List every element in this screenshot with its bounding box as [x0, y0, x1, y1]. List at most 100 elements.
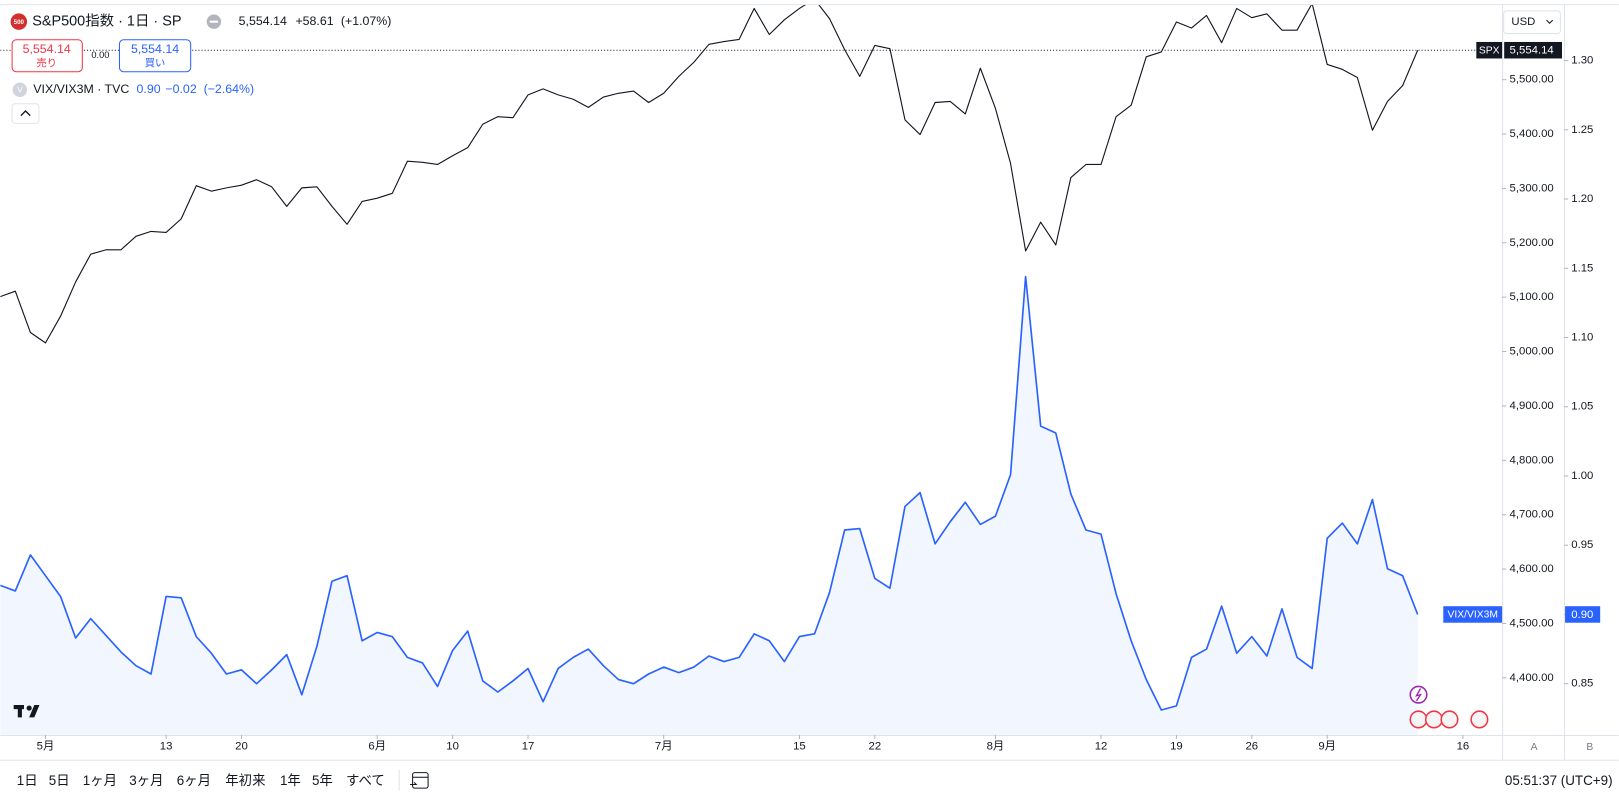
buy-button[interactable]	[118, 39, 192, 73]
buy-label: 買い	[145, 58, 166, 70]
clock[interactable]: 05:51:37 (UTC+9)	[1505, 773, 1613, 788]
x-tick-label: 12	[1095, 740, 1108, 752]
y2-tick-label: 0.85	[1571, 678, 1593, 690]
x-tick-label: 9月	[1318, 740, 1336, 752]
x-tick-label: 15	[793, 740, 806, 752]
y2-tick-label: 1.15	[1571, 262, 1593, 274]
flag-icon[interactable]	[1470, 710, 1489, 729]
x-tick-label: 13	[160, 740, 173, 752]
last-value-badge	[1565, 606, 1601, 623]
study-icon-text: V	[17, 85, 23, 94]
y-tick-label: 5,300.00	[1510, 182, 1554, 194]
y2-tick-label: 1.20	[1571, 193, 1593, 205]
logo-part	[29, 705, 40, 718]
x-tick-label: 8月	[987, 740, 1005, 752]
price-change-pct: (+1.07%)	[341, 14, 392, 28]
currency-button[interactable]	[1503, 10, 1561, 35]
sell-label: 売り	[36, 57, 57, 70]
flag-icon[interactable]	[1440, 710, 1459, 729]
price-change: +58.61	[295, 14, 333, 28]
y2-tick-label: 1.25	[1571, 124, 1593, 136]
x-tick-label: 6月	[368, 740, 386, 752]
y-tick-label: 5,200.00	[1510, 237, 1554, 249]
collapse-button[interactable]	[11, 103, 40, 124]
event-icon-bolt	[1415, 688, 1423, 702]
series-name-badge	[1443, 606, 1503, 623]
series-name-label: SPX	[1479, 45, 1500, 56]
series-line	[0, 5, 1419, 344]
last-value-label: 0.90	[1571, 609, 1593, 621]
y2-tick-label: 0.95	[1571, 539, 1593, 551]
flag-icon[interactable]	[1409, 710, 1428, 729]
range-button[interactable]: 1日	[17, 773, 38, 788]
calendar-icon	[412, 772, 429, 789]
range-button[interactable]: 年初来	[225, 773, 265, 788]
y-tick-label: 5,400.00	[1510, 128, 1554, 140]
y-tick-label: 4,700.00	[1510, 509, 1554, 521]
study-title[interactable]: VIX/VIX3M · TVC	[33, 82, 129, 96]
economic-events[interactable]	[1409, 710, 1489, 729]
study-change: −0.02	[165, 82, 196, 96]
y-tick-label: 4,400.00	[1510, 672, 1554, 684]
area-fill	[0, 276, 1418, 735]
range-button[interactable]: すべて	[346, 773, 385, 788]
study-change-pct: (−2.64%)	[204, 82, 255, 96]
y-tick-label: 4,900.00	[1510, 400, 1554, 412]
scale-button[interactable]: B	[1586, 742, 1593, 753]
logo-part	[26, 705, 32, 711]
y-tick-label: 4,500.00	[1510, 617, 1554, 629]
currency-chevron	[1546, 19, 1554, 24]
y-tick-label: 4,600.00	[1510, 563, 1554, 575]
last-value-label: 5,554.14	[1510, 45, 1554, 57]
currency-label: USD	[1511, 16, 1535, 28]
x-tick-label: 22	[869, 740, 882, 752]
range-button[interactable]: 3ヶ月	[129, 773, 163, 788]
x-tick-label: 20	[235, 740, 248, 752]
range-button[interactable]: 1年	[280, 773, 301, 788]
flag-icon[interactable]	[1424, 710, 1444, 729]
y2-tick-label: 1.00	[1571, 470, 1593, 482]
calendar-arrow	[410, 782, 418, 786]
logo-part	[17, 705, 22, 718]
last-value-badge	[1504, 41, 1562, 59]
y2-tick-label: 1.30	[1571, 55, 1593, 67]
symbol-icon	[10, 13, 28, 30]
y2-tick-label: 1.05	[1571, 401, 1593, 413]
sell-button[interactable]	[11, 39, 83, 73]
collapse-chevron	[20, 110, 31, 117]
y-tick-label: 5,100.00	[1510, 291, 1554, 303]
range-button[interactable]: 5年	[312, 773, 333, 788]
x-tick-label: 10	[446, 740, 459, 752]
x-tick-label: 26	[1245, 740, 1258, 752]
tradingview-logo[interactable]	[13, 705, 40, 718]
x-tick-label: 19	[1170, 740, 1183, 752]
y-tick-label: 5,000.00	[1510, 346, 1554, 358]
plot-area	[0, 5, 1503, 735]
spread: 0.00	[91, 50, 109, 60]
overlay: 500 S&P500指数 · 1日 · SP 5,554.14 +58.61 (…	[10, 10, 1613, 791]
x-tick-label: 7月	[655, 740, 673, 752]
study-value: 0.90	[136, 82, 160, 96]
series-name-label: VIX/VIX3M	[1447, 610, 1497, 621]
symbol-title[interactable]: S&P500指数 · 1日 · SP	[32, 12, 181, 29]
series-name-badge	[1476, 41, 1503, 59]
x-tick-label: 5月	[37, 740, 55, 752]
range-button[interactable]: 6ヶ月	[177, 773, 211, 788]
sell-price: 5,554.14	[23, 42, 71, 56]
range-button[interactable]: 5日	[49, 773, 70, 788]
buy-price: 5,554.14	[131, 42, 179, 56]
auto-scale-button[interactable]: A	[1531, 742, 1538, 753]
y-tick-label: 4,800.00	[1510, 454, 1554, 466]
y2-tick-label: 1.10	[1571, 332, 1593, 344]
y-tick-label: 5,500.00	[1510, 74, 1554, 86]
study-icon	[12, 82, 28, 98]
x-tick-label: 17	[522, 740, 535, 752]
last-price: 5,554.14	[239, 14, 287, 28]
range-button[interactable]: 1ヶ月	[83, 773, 117, 788]
x-tick-label: 16	[1457, 740, 1470, 752]
symbol-icon-text: 500	[14, 19, 25, 26]
date-range-button[interactable]	[398, 770, 429, 791]
series-line	[0, 275, 1419, 711]
